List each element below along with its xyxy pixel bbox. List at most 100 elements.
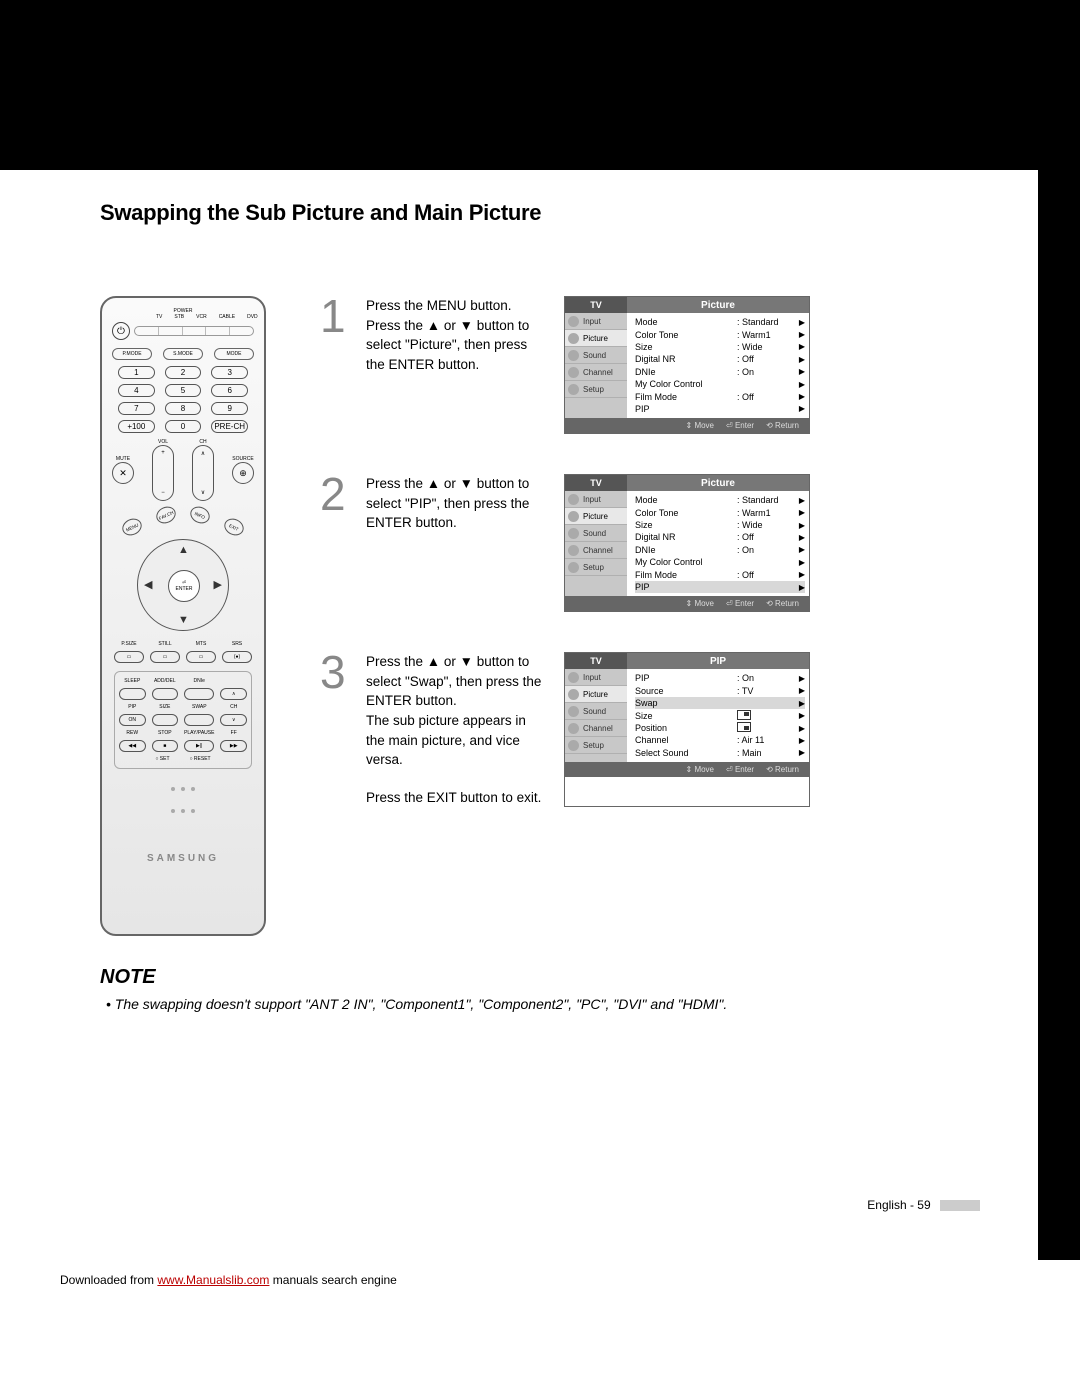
osd-row: Color Tone: Warm1▶: [635, 328, 805, 340]
chevron-right-icon: ▶: [795, 583, 805, 592]
chevron-right-icon: ▶: [795, 367, 805, 376]
osd-row-label: Size: [635, 520, 737, 530]
mts-label: MTS: [186, 641, 216, 647]
step-body: Press the ▲ or ▼ button to select "Swap"…: [366, 652, 978, 807]
chevron-right-icon: ▶: [795, 724, 805, 733]
pip-label: PIP: [119, 704, 146, 710]
channel-rocker: ∧∨: [192, 445, 214, 501]
instruction-step: 2Press the ▲ or ▼ button to select "PIP"…: [320, 474, 978, 612]
step-body: Press the MENU button. Press the ▲ or ▼ …: [366, 296, 978, 434]
osd-header: TVPIP: [565, 653, 809, 669]
osd-sidebar-item: Setup: [565, 381, 627, 398]
osd-row: Film Mode: Off▶: [635, 568, 805, 580]
dpad-wrap: ▲ ▼ ◀ ▶ ⏎ENTER: [112, 539, 254, 631]
osd-row-label: Size: [635, 711, 737, 721]
osd-sidebar-label: Input: [583, 673, 601, 682]
volume-rocker: +−: [152, 445, 174, 501]
osd-sidebar-icon: [568, 384, 579, 395]
set-label: ○ SET: [155, 756, 169, 762]
osd-header: TVPicture: [565, 297, 809, 313]
osd-row-value: : Wide: [737, 342, 795, 352]
osd-sidebar-icon: [568, 672, 579, 683]
num-button: 1: [118, 366, 155, 379]
osd-row: PIP: On▶: [635, 672, 805, 684]
osd-footer: ⇕ Move⏎ Enter⟲ Return: [565, 596, 809, 611]
osd-sidebar-item: Channel: [565, 542, 627, 559]
osd-sidebar-label: Picture: [583, 334, 608, 343]
osd-sidebar-label: Channel: [583, 724, 613, 733]
osd-screenshot: TVPictureInputPictureSoundChannelSetupMo…: [564, 474, 810, 612]
osd-sidebar-label: Picture: [583, 512, 608, 521]
osd-row-value: : On: [737, 673, 795, 683]
decorative-dots: [112, 809, 254, 813]
chevron-right-icon: ▶: [795, 330, 805, 339]
chevron-right-icon: ▶: [795, 699, 805, 708]
osd-sidebar-icon: [568, 350, 579, 361]
chevron-right-icon: ▶: [795, 355, 805, 364]
chevron-right-icon: ▶: [795, 380, 805, 389]
osd-sidebar-icon: [568, 740, 579, 751]
osd-sidebar-item: Channel: [565, 364, 627, 381]
download-link[interactable]: www.Manualslib.com: [157, 1273, 269, 1287]
osd-row: Source: TV▶: [635, 685, 805, 697]
playpause-button: ▶||: [184, 740, 214, 752]
ch-label: CH: [192, 439, 214, 445]
osd-row-label: PIP: [635, 673, 737, 683]
osd-body: InputPictureSoundChannelSetup Mode: Stand…: [565, 313, 809, 418]
page-footer: English - 59: [867, 1198, 980, 1212]
osd-tv-label: TV: [565, 297, 627, 313]
osd-row-label: Size: [635, 342, 737, 352]
power-button-icon: [112, 322, 130, 340]
osd-sidebar-icon: [568, 545, 579, 556]
chevron-right-icon: ▶: [795, 736, 805, 745]
blank-label: [220, 678, 247, 684]
rew-button: ◀◀: [119, 740, 146, 752]
step-text: Press the MENU button. Press the ▲ or ▼ …: [366, 296, 546, 434]
osd-footer-hint: ⟲ Return: [766, 421, 799, 430]
osd-row-label: Film Mode: [635, 392, 737, 402]
num-button: +100: [118, 420, 155, 433]
osd-sidebar: InputPictureSoundChannelSetup: [565, 313, 627, 418]
chevron-right-icon: ▶: [795, 558, 805, 567]
osd-row-label: Digital NR: [635, 354, 737, 364]
osd-row-label: Mode: [635, 317, 737, 327]
swap-button: [184, 714, 214, 726]
chevron-right-icon: ▶: [795, 545, 805, 554]
osd-row: Channel: Air 11▶: [635, 734, 805, 746]
osd-row-label: Mode: [635, 495, 737, 505]
osd-row-value: : On: [737, 545, 795, 555]
pmode-button: P.MODE: [112, 348, 152, 360]
source-label: SOURCE: [232, 456, 254, 462]
download-attribution: Downloaded from www.Manualslib.com manua…: [60, 1273, 397, 1287]
osd-sidebar-item: Sound: [565, 525, 627, 542]
enter-button: ⏎ENTER: [168, 570, 200, 602]
osd-row: Digital NR: Off▶: [635, 531, 805, 543]
size-label: SIZE: [152, 704, 179, 710]
up-arrow-icon: ▲: [178, 544, 189, 556]
osd-row: Mode: Standard▶: [635, 316, 805, 328]
osd-footer-hint: ⟲ Return: [766, 599, 799, 608]
osd-sidebar-item: Setup: [565, 737, 627, 754]
download-suffix: manuals search engine: [269, 1273, 396, 1287]
osd-row: Mode: Standard▶: [635, 494, 805, 506]
osd-sidebar-icon: [568, 494, 579, 505]
osd-row-label: Digital NR: [635, 532, 737, 542]
still-label: STILL: [150, 641, 180, 647]
osd-body: InputPictureSoundChannelSetupMode: Stand…: [565, 491, 809, 596]
osd-sidebar-item: Input: [565, 491, 627, 508]
stop-button: ■: [152, 740, 179, 752]
num-button: 8: [165, 402, 202, 415]
num-button: 5: [165, 384, 202, 397]
remote-column: POWER TV STB VCR CABLE DVD P.MODE S.MODE…: [100, 296, 270, 936]
chevron-right-icon: ▶: [795, 342, 805, 351]
chevron-right-icon: ▶: [795, 318, 805, 327]
dev-lbl: CABLE: [219, 314, 235, 320]
number-pad: 1 2 3 4 5 6 7 8 9 +100 0 PRE-CH: [118, 366, 248, 433]
osd-row: DNIe: On▶: [635, 544, 805, 556]
osd-tv-label: TV: [565, 475, 627, 491]
menu-button: MENU: [120, 516, 145, 539]
osd-title: Picture: [627, 475, 809, 491]
mute-label: MUTE: [112, 456, 134, 462]
osd-row-label: Position: [635, 723, 737, 733]
exit-button: EXIT: [222, 516, 247, 539]
